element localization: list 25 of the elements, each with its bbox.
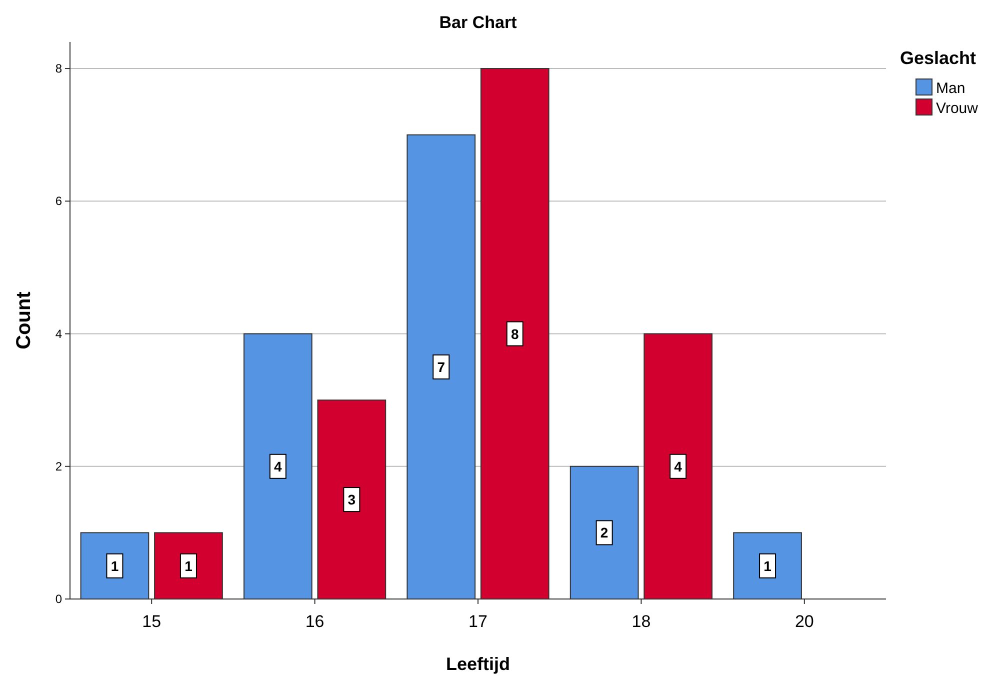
y-tick-label: 4: [55, 326, 62, 341]
data-label: 2: [600, 524, 608, 541]
data-label: 1: [184, 558, 193, 574]
x-tick-label: 18: [632, 612, 651, 631]
y-axis-title: Count: [13, 291, 35, 350]
data-label: 4: [274, 458, 282, 474]
data-label: 7: [437, 358, 446, 375]
x-tick-label: 17: [468, 612, 488, 631]
data-label: 1: [764, 558, 772, 574]
x-axis-title: Leeftijd: [446, 654, 510, 674]
data-label: 3: [348, 492, 356, 508]
chart-title: Bar Chart: [439, 13, 518, 32]
x-tick-label: 20: [794, 612, 814, 631]
x-tick-label: 16: [305, 612, 324, 631]
y-tick-label: 0: [55, 592, 62, 606]
legend-title: Geslacht: [900, 48, 976, 68]
legend-label: Man: [936, 80, 966, 97]
x-tick-label: 15: [142, 612, 162, 631]
y-tick-label: 8: [55, 62, 62, 76]
data-label: 8: [510, 326, 519, 342]
y-tick-label: 6: [55, 194, 62, 208]
y-tick-label: 2: [55, 459, 62, 474]
data-label: 4: [674, 458, 682, 474]
data-label: 1: [110, 558, 119, 574]
legend-label: Vrouw: [936, 100, 978, 117]
